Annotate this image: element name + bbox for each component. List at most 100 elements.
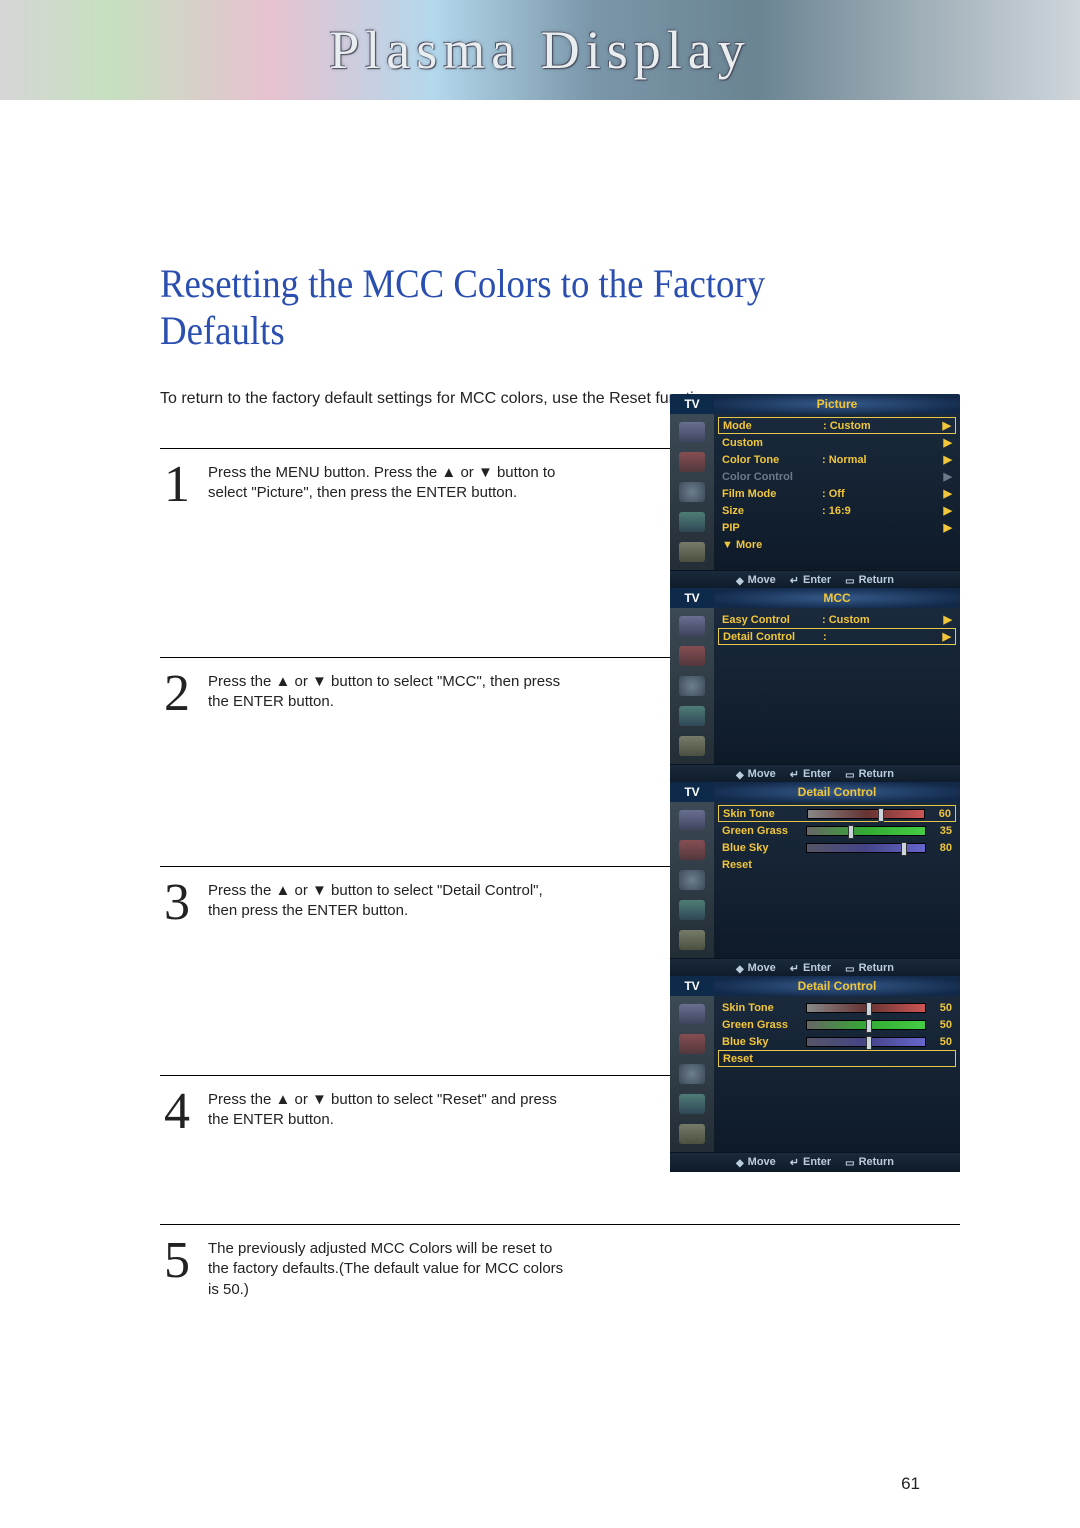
reset-row[interactable]: Reset <box>718 1050 956 1067</box>
return-hint: Return <box>845 962 894 975</box>
osd-main: Mode: Custom▶Custom▶Color Tone: Normal▶C… <box>714 414 960 570</box>
return-hint: Return <box>845 1156 894 1169</box>
osd-row[interactable]: Detail Control: ▶ <box>718 628 956 645</box>
arrow-icon: ▶ <box>944 436 952 449</box>
osd-row[interactable]: Easy Control: Custom▶ <box>718 611 956 628</box>
row-value: : Normal <box>822 454 867 466</box>
osd-row[interactable]: Color Control▶ <box>718 468 956 485</box>
osd-detail-1: TVDetail Control Skin Tone 60 Green Grass 35… <box>670 782 960 978</box>
enter-hint: Enter <box>790 1156 831 1169</box>
row-value: : Custom <box>823 420 871 432</box>
osd-footer: Move Enter Return <box>670 764 960 784</box>
move-hint: Move <box>736 574 776 587</box>
osd-tv-label: TV <box>670 588 714 608</box>
slider-thumb[interactable] <box>848 825 854 839</box>
osd-title: Picture <box>714 394 960 414</box>
osd-sidebar <box>670 996 714 1152</box>
osd-footer: MoveEnterReturn <box>670 958 960 978</box>
slider-row[interactable]: Blue Sky 80 <box>718 839 956 856</box>
arrow-icon: ▶ <box>944 521 952 534</box>
slider-row[interactable]: Skin Tone 60 <box>718 805 956 822</box>
row-label: Size <box>722 505 814 517</box>
slider-value: 50 <box>930 1002 952 1014</box>
arrow-icon: ▶ <box>944 470 952 483</box>
osd-main: Easy Control: Custom▶Detail Control: ▶ <box>714 608 960 764</box>
banner: Plasma Display <box>0 0 1080 100</box>
slider-label: Skin Tone <box>722 1002 802 1014</box>
return-hint: Return <box>845 768 894 781</box>
step-number: 3 <box>160 877 194 929</box>
osd-row[interactable]: PIP ▶ <box>718 519 956 536</box>
move-hint: Move <box>736 1156 776 1169</box>
slider-track[interactable] <box>806 843 926 853</box>
osd-picture: TVPictureMode: Custom▶Custom▶Color Tone:… <box>670 394 960 590</box>
page-title: Resetting the MCC Colors to the Factory … <box>160 260 896 354</box>
arrow-icon: ▶ <box>944 487 952 500</box>
osd-row[interactable]: Color Tone : Normal ▶ <box>718 451 956 468</box>
step-5: 5 The previously adjusted MCC Colors wil… <box>160 1235 960 1300</box>
slider-row[interactable]: Green Grass50 <box>718 1016 956 1033</box>
slider-value: 50 <box>930 1019 952 1031</box>
slider-row[interactable]: Blue Sky50 <box>718 1033 956 1050</box>
move-hint: Move <box>736 768 776 781</box>
slider-label: Skin Tone <box>723 808 803 820</box>
slider-track[interactable] <box>806 1020 926 1030</box>
osd-row[interactable]: Film Mode: Off▶ <box>718 485 956 502</box>
osd-detail-2: TVDetail ControlSkin Tone50Green Grass50… <box>670 976 960 1172</box>
row-label: Mode <box>723 420 815 432</box>
step-number: 1 <box>160 459 194 511</box>
arrow-icon: ▶ <box>944 453 952 466</box>
slider-label: Green Grass <box>722 825 802 837</box>
row-value: : 16:9 <box>822 505 851 517</box>
row-label: PIP <box>722 522 814 534</box>
more-row[interactable]: ▼ More <box>718 536 956 553</box>
row-label: Color Tone <box>722 454 814 466</box>
slider-value: 35 <box>930 825 952 837</box>
row-value: : <box>823 631 827 643</box>
osd-footer: Move Enter Return <box>670 570 960 590</box>
slider-label: Blue Sky <box>722 1036 802 1048</box>
osd-row[interactable]: Custom▶ <box>718 434 956 451</box>
reset-label: Reset <box>723 1053 815 1065</box>
osd-tv-label: TV <box>670 782 714 802</box>
slider-value: 80 <box>930 842 952 854</box>
osd-row[interactable]: Size: 16:9▶ <box>718 502 956 519</box>
slider-thumb[interactable] <box>901 842 907 856</box>
step-text: Press the MENU button. Press the ▲ or ▼ … <box>208 459 568 504</box>
osd-title: MCC <box>714 588 960 608</box>
return-hint: Return <box>845 574 894 587</box>
slider-thumb[interactable] <box>866 1002 872 1016</box>
osd-sidebar <box>670 608 714 764</box>
slider-track[interactable] <box>806 826 926 836</box>
row-value: : Custom <box>822 614 870 626</box>
osd-tv-label: TV <box>670 394 714 414</box>
slider-row[interactable]: Green Grass 35 <box>718 822 956 839</box>
slider-thumb[interactable] <box>878 808 884 822</box>
arrow-icon: ▶ <box>943 630 951 643</box>
osd-main: Skin Tone 60 Green Grass 35 Blue Sky 80 Reset <box>714 802 960 958</box>
osd-title: Detail Control <box>714 976 960 996</box>
step-number: 5 <box>160 1235 194 1287</box>
step-number: 4 <box>160 1086 194 1138</box>
osd-row[interactable]: Mode: Custom▶ <box>718 417 956 434</box>
step-text: Press the ▲ or ▼ button to select "MCC",… <box>208 668 568 713</box>
slider-label: Blue Sky <box>722 842 802 854</box>
step-number: 2 <box>160 668 194 720</box>
step-text: Press the ▲ or ▼ button to select "Detai… <box>208 877 568 922</box>
enter-hint: Enter <box>790 574 831 587</box>
arrow-icon: ▶ <box>944 613 952 626</box>
step-text: The previously adjusted MCC Colors will … <box>208 1235 568 1300</box>
slider-track[interactable] <box>807 809 925 819</box>
osd-title: Detail Control <box>714 782 960 802</box>
osd-tv-label: TV <box>670 976 714 996</box>
slider-track[interactable] <box>806 1037 926 1047</box>
slider-thumb[interactable] <box>866 1036 872 1050</box>
row-label: Detail Control <box>723 631 815 643</box>
slider-value: 60 <box>929 808 951 820</box>
enter-hint: Enter <box>790 768 831 781</box>
osd-mcc: TVMCCEasy Control: Custom▶Detail Control… <box>670 588 960 784</box>
slider-track[interactable] <box>806 1003 926 1013</box>
slider-thumb[interactable] <box>866 1019 872 1033</box>
reset-row[interactable]: Reset <box>718 856 956 873</box>
slider-row[interactable]: Skin Tone 50 <box>718 999 956 1016</box>
